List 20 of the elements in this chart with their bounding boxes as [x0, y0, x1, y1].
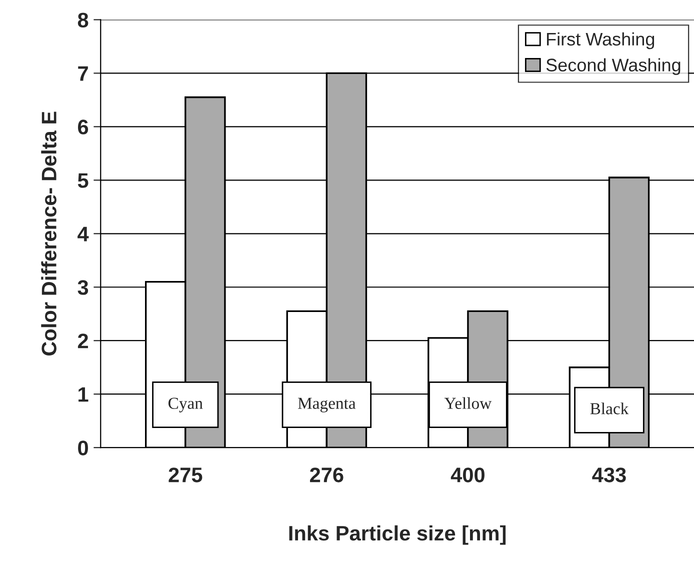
x-tick-label: 400: [450, 468, 484, 482]
annotation: Yellow: [444, 397, 492, 409]
y-axis-title: Color Difference- Delta E: [41, 112, 56, 356]
x-tick-label: 276: [310, 468, 344, 482]
y-tick-label: 5: [78, 173, 88, 188]
y-tick-label: 4: [78, 226, 89, 242]
x-axis-title: Inks Particle size [nm]: [289, 525, 506, 545]
y-tick-label: 3: [78, 280, 88, 295]
annotation: Magenta: [298, 398, 356, 412]
y-tick-label: 2: [78, 334, 88, 348]
legend-label: Second Washing: [546, 58, 680, 76]
x-tick-label: 275: [168, 468, 202, 482]
y-tick-label: 0: [78, 440, 88, 456]
x-tick-label: 433: [592, 468, 626, 482]
annotation: Cyan: [168, 398, 203, 412]
y-tick-label: 7: [78, 66, 88, 81]
legend-label: First Washing: [547, 32, 654, 50]
y-tick-label: 1: [78, 387, 88, 402]
y-tick-label: 8: [78, 12, 88, 28]
y-tick-label: 6: [78, 120, 88, 134]
